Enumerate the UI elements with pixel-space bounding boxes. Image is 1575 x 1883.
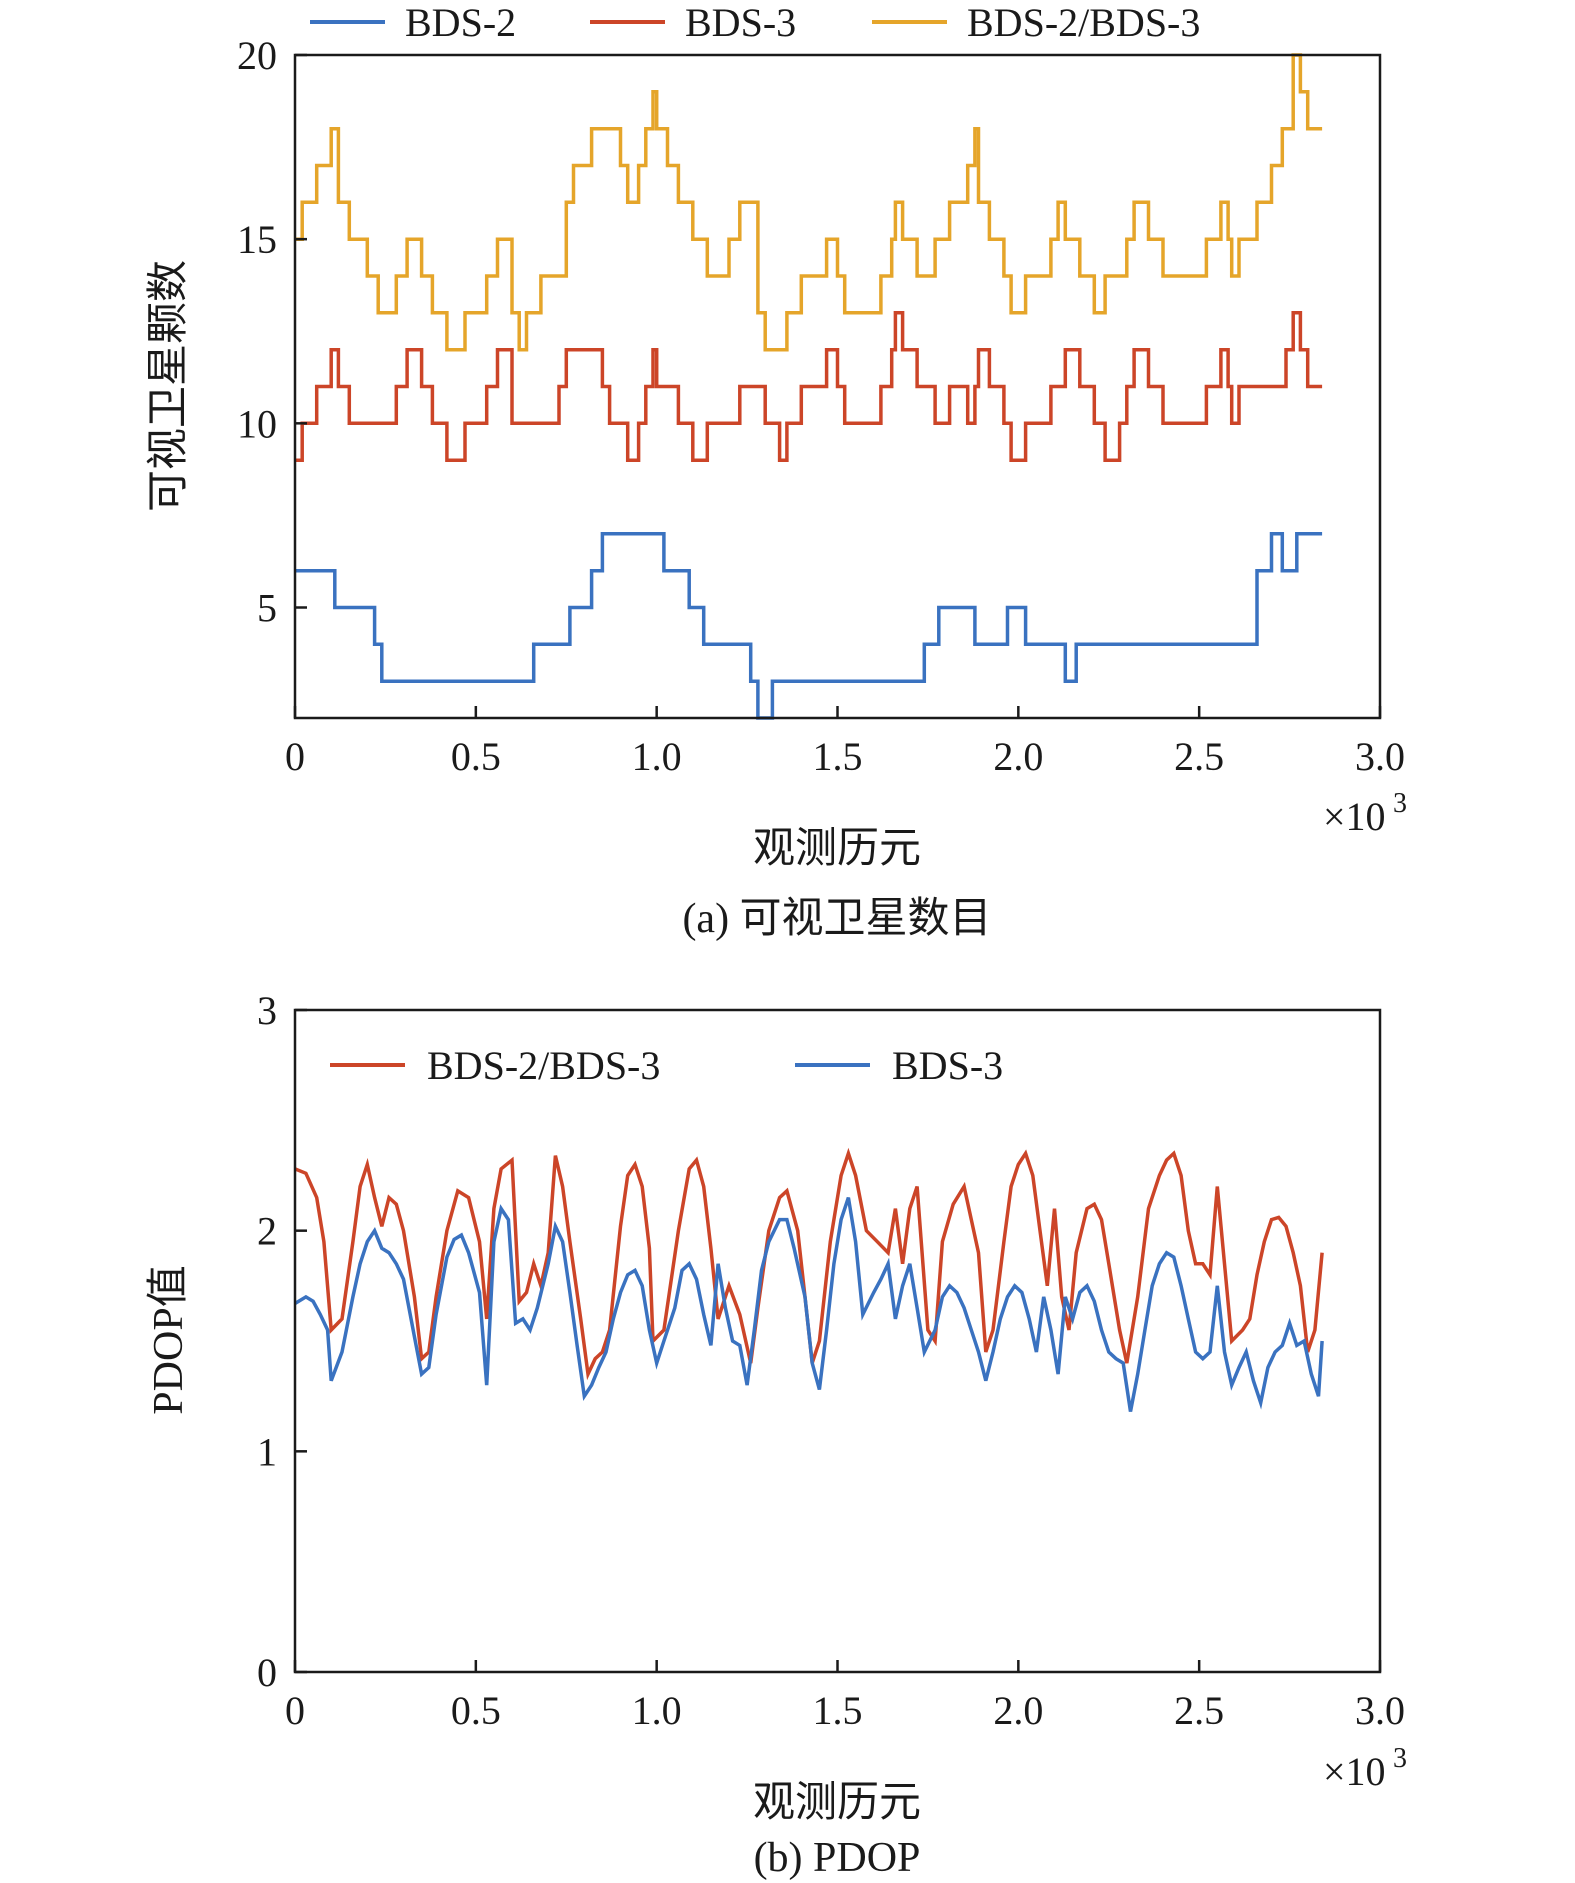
- chart-a-x-ticks: 0 0.5 1.0 1.5 2.0 2.5 3.0: [285, 706, 1405, 779]
- chart-b-y-tick-label-3: 3: [257, 988, 277, 1033]
- chart-a-x-tick-label-5: 2.5: [1174, 734, 1224, 779]
- chart-a-legend-label-0: BDS-2: [405, 0, 516, 45]
- chart-b-y-ticks: 0 1 2 3: [257, 988, 307, 1695]
- chart-a-legend-label-2: BDS-2/BDS-3: [967, 0, 1200, 45]
- chart-b-legend-label-1: BDS-3: [892, 1043, 1003, 1088]
- chart-a-x-tick-label-6: 3.0: [1355, 734, 1405, 779]
- chart-b-x-ticks: 0 0.5 1.0 1.5 2.0 2.5 3.0: [285, 1660, 1405, 1733]
- chart-a-series-line-1: [295, 311, 1323, 462]
- chart-a-legend: BDS-2 BDS-3 BDS-2/BDS-3: [310, 0, 1200, 45]
- chart-a-x-axis-label: 观测历元: [753, 826, 921, 872]
- chart-b-x-axis-label: 观测历元: [753, 1780, 921, 1826]
- chart-b-series-layer: [294, 1147, 1324, 1412]
- chart-a-x-tick-label-2: 1.0: [632, 734, 682, 779]
- chart-a-x-tick-label-0: 0: [285, 734, 305, 779]
- chart-a-x-tick-label-3: 1.5: [813, 734, 863, 779]
- chart-a-y-axis-label: 可视卫星颗数: [146, 260, 192, 512]
- chart-b-x-tick-label-4: 2.0: [993, 1688, 1043, 1733]
- chart-b-x-tick-label-5: 2.5: [1174, 1688, 1224, 1733]
- chart-b-x-tick-label-6: 3.0: [1355, 1688, 1405, 1733]
- chart-b-y-tick-label-0: 0: [257, 1650, 277, 1695]
- chart-a-series-line-0: [295, 532, 1323, 720]
- chart-a-x-multiplier: ×10: [1323, 794, 1386, 839]
- chart-b-y-axis-label: PDOP值: [146, 1265, 192, 1414]
- chart-a-x-multiplier-exp: 3: [1393, 788, 1407, 819]
- chart-b-x-tick-label-1: 0.5: [451, 1688, 501, 1733]
- chart-a-y-tick-label-2: 15: [237, 217, 277, 262]
- chart-a-y-ticks: 5 10 15 20: [237, 33, 307, 631]
- chart-b-series-line-1: [294, 1197, 1324, 1412]
- chart-b-legend-label-0: BDS-2/BDS-3: [427, 1043, 660, 1088]
- chart-b-x-tick-label-3: 1.5: [813, 1688, 863, 1733]
- chart-a-y-tick-label-1: 10: [237, 401, 277, 446]
- chart-a-legend-label-1: BDS-3: [685, 0, 796, 45]
- chart-b-x-multiplier: ×10: [1323, 1749, 1386, 1794]
- chart-b-x-tick-label-2: 1.0: [632, 1688, 682, 1733]
- chart-a-x-tick-label-1: 0.5: [451, 734, 501, 779]
- chart-a-caption: (a) 可视卫星数目: [682, 896, 991, 942]
- chart-b-caption: (b) PDOP: [754, 1835, 921, 1881]
- chart-a-series-line-2: [295, 53, 1323, 352]
- chart-b-x-tick-label-0: 0: [285, 1688, 305, 1733]
- chart-a-y-tick-label-0: 5: [257, 586, 277, 631]
- chart-b-series-line-0: [294, 1147, 1324, 1381]
- chart-a-x-tick-label-4: 2.0: [993, 734, 1043, 779]
- chart-b-y-tick-label-1: 1: [257, 1429, 277, 1474]
- chart-b-y-tick-label-2: 2: [257, 1209, 277, 1254]
- chart-b-legend: BDS-2/BDS-3 BDS-3: [330, 1043, 1003, 1088]
- chart-b-x-multiplier-exp: 3: [1393, 1743, 1407, 1774]
- chart-a-y-tick-label-3: 20: [237, 33, 277, 78]
- chart-a-series-layer: [295, 53, 1323, 720]
- chart-b-frame: [293, 1008, 1382, 1674]
